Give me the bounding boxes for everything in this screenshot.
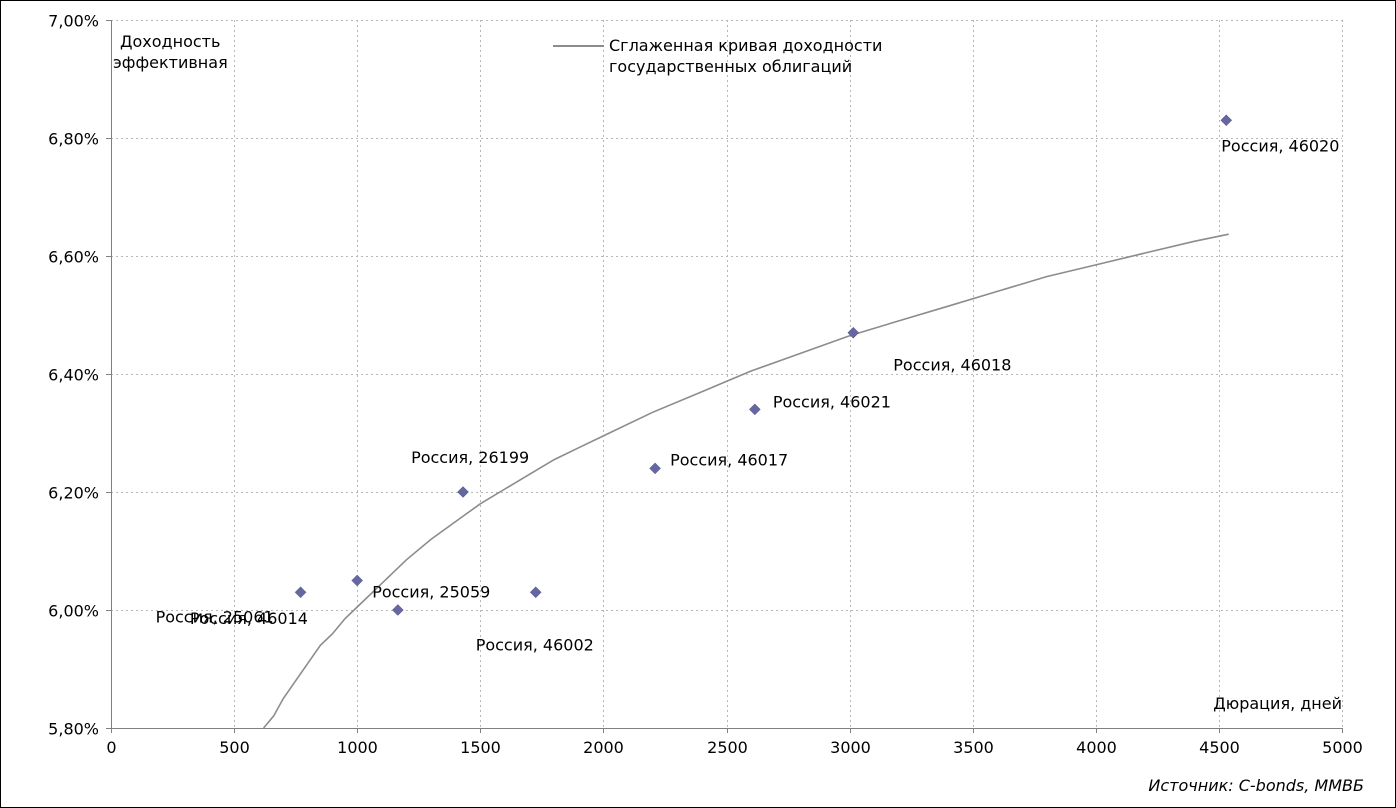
y-tick-label: 7,00% [48, 12, 99, 31]
data-point-marker [649, 462, 661, 475]
x-tick-label: 2000 [583, 738, 624, 757]
yield-curve-line [262, 233, 1229, 729]
axes [111, 20, 1342, 729]
yield-curve-series [262, 233, 1229, 729]
x-tick-label: 3000 [830, 738, 871, 757]
x-tick-label: 500 [219, 738, 250, 757]
data-point-label: Россия, 25061 [156, 607, 274, 626]
x-tick-label: 3500 [953, 738, 994, 757]
y-axis-title-line-1: Доходность [120, 32, 220, 51]
data-point-marker [748, 403, 761, 416]
x-tick-label: 4500 [1199, 738, 1240, 757]
data-point-label: Россия, 25059 [372, 583, 490, 602]
gridlines [111, 20, 1343, 728]
data-point-marker [847, 326, 860, 339]
x-tick-label: 1000 [337, 738, 378, 757]
legend: Сглаженная кривая доходности государстве… [553, 36, 882, 76]
legend-label-line-2: государственных облигаций [609, 57, 852, 76]
y-tick-label: 6,00% [48, 602, 99, 621]
data-point-label: Россия, 46021 [773, 392, 891, 411]
data-point-marker [1220, 114, 1233, 127]
y-axis-title-line-2: эффективная [113, 53, 228, 72]
y-tick-label: 5,80% [48, 720, 99, 739]
x-tick-label: 4000 [1076, 738, 1117, 757]
data-point-label: Россия, 46020 [1221, 136, 1339, 155]
y-tick-label: 6,40% [48, 366, 99, 385]
source-note: Источник: C-bonds, ММВБ [1148, 776, 1364, 795]
data-point-marker [529, 586, 542, 599]
data-point-label: Россия, 46018 [893, 356, 1011, 375]
y-tick-label: 6,60% [48, 248, 99, 267]
legend-label-line-1: Сглаженная кривая доходности [609, 36, 882, 55]
data-point-label: Россия, 26199 [411, 448, 529, 467]
x-axis-ticks: 0 500 1000 1500 2000 2500 3000 3500 4000 4500 5000 [106, 728, 1363, 757]
x-tick-label: 0 [106, 738, 116, 757]
data-point-marker [351, 574, 364, 587]
data-point-label: Россия, 46014 [190, 609, 308, 628]
bond-points-series [294, 114, 1233, 616]
x-axis-title: Дюрация, дней [1213, 694, 1342, 713]
x-tick-label: 5000 [1322, 738, 1363, 757]
data-point-marker [391, 604, 404, 616]
x-tick-label: 2500 [707, 738, 748, 757]
x-tick-label: 1500 [460, 738, 501, 757]
bond-point-labels: Россия, 25061 Россия, 25059 Россия, 46014 Р… [156, 136, 1340, 654]
data-point-marker [457, 486, 469, 498]
data-point-label: Россия, 46017 [670, 450, 788, 469]
y-tick-label: 6,20% [48, 484, 99, 503]
y-tick-label: 6,80% [48, 130, 99, 149]
data-point-label: Россия, 46002 [476, 635, 594, 654]
y-axis-ticks: 5,80% 6,00% 6,20% 6,40% 6,60% 6,80% 7,00% [48, 12, 111, 739]
data-point-marker [294, 586, 307, 599]
